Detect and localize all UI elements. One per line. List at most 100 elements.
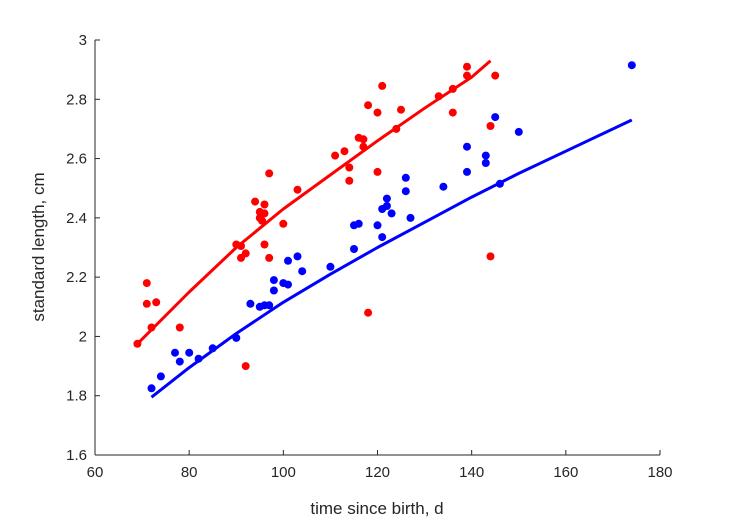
x-tick-label: 120 — [365, 464, 390, 481]
series-1-point — [397, 105, 405, 114]
series-1-point — [175, 323, 184, 332]
y-tick-label: 2.2 — [66, 269, 87, 286]
series-2-point — [194, 354, 203, 363]
series-1-point — [359, 142, 368, 151]
series-2-point — [284, 280, 292, 289]
series-2-point — [269, 276, 278, 285]
series-1-point — [241, 362, 250, 371]
series-1-point — [378, 81, 387, 90]
y-tick-label: 2.4 — [66, 210, 87, 227]
series-1-point — [463, 62, 471, 71]
series-2-point — [298, 267, 307, 276]
series-2-point — [463, 167, 471, 176]
series-2-point — [156, 372, 165, 381]
y-tick-label: 2 — [79, 328, 87, 345]
series-1-point — [260, 240, 269, 249]
series-2-point — [350, 245, 358, 253]
series-2-point — [232, 333, 241, 342]
series-2-point — [491, 113, 500, 122]
series-2-point — [387, 209, 396, 218]
series-2-point — [514, 127, 523, 136]
series-2-point — [401, 173, 410, 182]
x-axis-ticks: 60 80 100 120 140 160 180 — [87, 450, 673, 481]
series-1-point — [265, 169, 274, 178]
series-2-point — [326, 262, 335, 271]
y-tick-label: 2.8 — [66, 91, 87, 108]
series-2-point — [171, 348, 179, 357]
x-tick-label: 80 — [181, 464, 198, 481]
series-1-point — [364, 101, 373, 110]
y-tick-label: 2.6 — [66, 151, 87, 168]
series-1-point — [133, 339, 142, 348]
series-2-point — [463, 142, 471, 151]
series-1-point — [448, 108, 457, 117]
series-2-point — [185, 348, 194, 357]
x-tick-label: 180 — [647, 464, 672, 481]
series-2-point — [147, 384, 156, 393]
series-2-point — [378, 233, 387, 242]
series-1-point — [142, 299, 151, 308]
series-1-point — [359, 135, 368, 144]
series-1-point — [340, 147, 349, 156]
series-1-point — [251, 197, 260, 206]
series-1-point — [258, 216, 267, 225]
x-tick-label: 140 — [459, 464, 484, 481]
series-1-point — [293, 185, 302, 194]
series-1-point — [331, 151, 340, 160]
series-1-point — [463, 71, 471, 80]
series-2-point — [495, 179, 504, 188]
series-1-point — [152, 298, 161, 307]
series-2-point — [284, 256, 292, 265]
series-2-point — [382, 202, 391, 210]
series-1-point — [142, 279, 151, 288]
series-2-point — [175, 357, 184, 366]
series-2-point — [401, 187, 410, 196]
series-1-point — [265, 253, 274, 262]
series-1-point — [392, 124, 401, 133]
series-2-point — [627, 61, 636, 70]
series-1-point — [260, 200, 269, 209]
series-2-fit-line — [150, 118, 633, 399]
series-1-point — [241, 249, 250, 258]
y-tick-label: 1.8 — [66, 388, 87, 405]
series-1-point — [237, 242, 245, 250]
series-1-point — [373, 108, 382, 117]
series-2-point — [269, 286, 278, 295]
x-tick-label: 60 — [87, 464, 104, 481]
x-tick-label: 160 — [553, 464, 578, 481]
series-2-point — [265, 301, 274, 310]
x-tick-label: 100 — [271, 464, 296, 481]
series-2-point — [373, 221, 382, 230]
series-2-point — [208, 344, 217, 353]
series-2-point — [439, 182, 448, 191]
series-2-point — [481, 151, 490, 160]
series-2-point — [382, 194, 391, 203]
series-1-point — [486, 252, 495, 261]
series-2-point — [293, 252, 302, 261]
series-1-point — [260, 209, 269, 218]
series-1-point — [486, 122, 495, 130]
plot-area — [133, 59, 636, 399]
series-1-point — [345, 163, 354, 172]
y-tick-label: 3 — [79, 32, 87, 49]
series-2-point — [246, 299, 255, 308]
series-2-point — [406, 213, 415, 222]
series-2 — [147, 61, 636, 399]
series-2-point — [481, 159, 490, 167]
x-axis-label: time since birth, d — [310, 499, 443, 518]
series-1-point — [279, 219, 288, 228]
series-1-point — [448, 84, 457, 93]
series-1-point — [147, 323, 156, 332]
series-1-point — [491, 71, 500, 80]
y-axis-label: standard length, cm — [29, 172, 48, 321]
series-1-point — [373, 167, 382, 176]
y-tick-label: 1.6 — [66, 447, 87, 464]
series-1-point — [345, 176, 354, 185]
series-1-point — [434, 92, 443, 101]
series-2-point — [354, 219, 363, 228]
series-1-point — [364, 308, 373, 317]
series-1 — [133, 59, 500, 371]
y-axis-ticks: 1.6 1.8 2 2.2 2.4 2.6 2.8 3 — [66, 32, 100, 464]
